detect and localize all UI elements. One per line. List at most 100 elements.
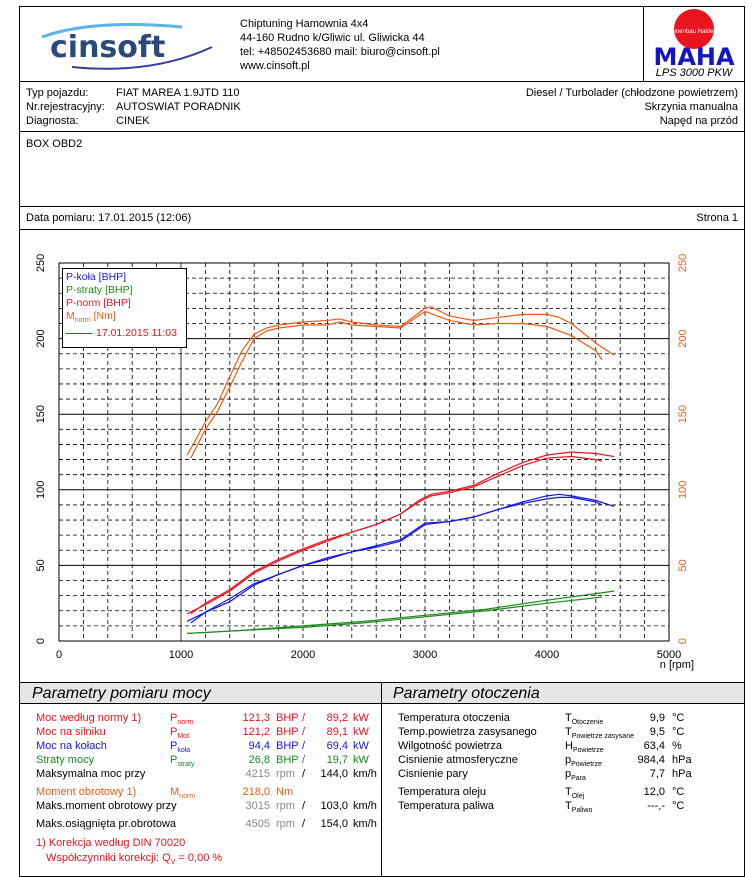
- y-tick-left: 0: [35, 638, 47, 644]
- ambient-value: 12,0: [643, 786, 665, 798]
- param-unit-2: km/h: [353, 818, 377, 830]
- ambient-label: Wilgotność powietrza: [398, 740, 502, 752]
- diag-label: Diagnosta:: [26, 115, 79, 127]
- ambient-value: 7,7: [649, 768, 665, 780]
- param-unit-2: kW: [353, 740, 369, 752]
- param-unit-2: kW: [353, 754, 369, 766]
- param-value-2: 19,7: [326, 754, 348, 766]
- gearbox: Skrzynia manualna: [644, 101, 738, 113]
- ambient-label: Cisnienie pary: [398, 768, 468, 780]
- ambient-unit: °C: [672, 800, 685, 812]
- ambient-label: Temperatura oleju: [398, 786, 487, 798]
- param-value-2: 154,0: [320, 818, 348, 830]
- param-label: Maks.moment obrotowy przy: [36, 800, 177, 812]
- series-line-mnorm: [190, 310, 603, 459]
- param-label: Moment obrotowy 1): [36, 786, 137, 798]
- param-value-2: 144,0: [320, 768, 348, 780]
- ambient-value: 9,5: [649, 726, 665, 738]
- ambient-symbol: TOlej: [565, 786, 585, 800]
- measurement-bar: Data pomiaru: 17.01.2015 (12:06) Strona …: [19, 206, 745, 230]
- notes: BOX OBD2: [19, 131, 745, 207]
- series-line-mnorm: [186, 306, 615, 456]
- engine-type: Diesel / Turbolader (chłodzone powietrze…: [525, 87, 738, 99]
- ambient-value: 984,4: [637, 754, 665, 766]
- vehicle-type: FIAT MAREA 1.9JTD 110: [116, 87, 240, 99]
- param-value-2: 69,4: [326, 740, 348, 752]
- ambient-value: 9,9: [649, 712, 665, 724]
- ambient-label: Temperatura paliwa: [398, 800, 494, 812]
- ambient-symbol: HPowietrze: [565, 740, 604, 754]
- chart-legend: P-koła [BHP] P-straty [BHP] P-norm [BHP]…: [62, 268, 187, 348]
- x-axis-label: n [rpm]: [660, 659, 694, 671]
- param-symbol: PMot: [170, 726, 190, 740]
- diagnostician: CINEK: [116, 115, 150, 127]
- param-label: Maksymalna moc przy: [36, 768, 146, 780]
- param-label: Maks.osiągnięta pr.obrotowa: [36, 818, 177, 830]
- param-label: Moc na silniku: [36, 726, 106, 738]
- param-unit-1: BHP: [276, 740, 299, 752]
- ambient-label: Cisnienie atmosferyczne: [398, 754, 518, 766]
- series-line-pstraty: [187, 590, 615, 635]
- legend-pnorm: P-norm [BHP]: [66, 297, 131, 309]
- param-value-1: 121,3: [242, 712, 270, 724]
- notes-text: BOX OBD2: [26, 138, 83, 150]
- legend-pstraty: P-straty [BHP]: [66, 284, 133, 296]
- param-sep: /: [302, 818, 306, 830]
- param-unit-2: kW: [353, 712, 369, 724]
- x-tick: 2000: [291, 649, 315, 661]
- ambient-unit: °C: [672, 786, 685, 798]
- legend-line-icon: [66, 332, 92, 334]
- y-tick-right: 100: [677, 481, 689, 499]
- param-value-1: 121,2: [242, 726, 270, 738]
- reg-label: Nr.rejestracyjny:: [26, 101, 105, 113]
- series-line-pstraty: [187, 596, 602, 635]
- ambient-symbol: TOtoczenie: [565, 712, 604, 726]
- ambient-symbol: pPowietrze: [565, 754, 602, 768]
- correction-note: 1) Korekcja według DIN 70020: [36, 837, 186, 849]
- param-unit-2: km/h: [353, 768, 377, 780]
- maha-emblem-icon: Maschinenbau Haldenwang MAHA: [653, 9, 735, 71]
- y-tick-left: 250: [35, 254, 47, 272]
- svg-text:Maschinenbau Haldenwang: Maschinenbau Haldenwang: [657, 29, 731, 35]
- company-info: Chiptuning Hamownia 4x4 44-160 Rudno k/G…: [240, 17, 440, 73]
- y-tick-right: 200: [677, 329, 689, 347]
- param-symbol: Pnorm: [170, 712, 194, 726]
- param-value-2: 89,2: [326, 712, 348, 724]
- param-label: Straty mocy: [36, 754, 95, 766]
- param-label: Moc według normy 1): [36, 712, 142, 724]
- y-tick-left: 100: [35, 481, 47, 499]
- legend-mnorm: Mnorm [Nm]: [66, 310, 116, 324]
- ambient-label: Temperatura otoczenia: [398, 712, 510, 724]
- ambient-unit: hPa: [672, 768, 692, 780]
- series-line-pnorm: [190, 451, 615, 615]
- ambient-unit: °C: [672, 712, 685, 724]
- company-contact: tel: +48502453680 mail: biuro@cinsoft.pl: [240, 46, 440, 58]
- cinsoft-logo: cinsoft: [41, 23, 213, 70]
- param-unit-1: BHP: [276, 712, 299, 724]
- vehicle-info: Typ pojazdu: FIAT MAREA 1.9JTD 110 Nr.rej…: [19, 81, 745, 132]
- param-unit-1: BHP: [276, 726, 299, 738]
- param-symbol: Pkoła: [170, 740, 191, 754]
- param-value-2: 89,1: [326, 726, 348, 738]
- company-website: www.cinsoft.pl: [240, 60, 310, 72]
- x-tick: 5000: [657, 649, 681, 661]
- param-sep: /: [302, 754, 306, 766]
- param-value-1: 26,8: [248, 754, 270, 766]
- ambient-label: Temp.powietrza zasysanego: [398, 726, 537, 738]
- param-unit-2: km/h: [353, 800, 377, 812]
- ambient-title: Parametry otoczenia: [381, 683, 744, 704]
- param-value-1: 218,0: [242, 786, 270, 798]
- vehicle-reg: AUTOSWIAT PORADNIK: [116, 101, 241, 113]
- param-sep: /: [302, 740, 306, 752]
- y-tick-left: 200: [35, 329, 47, 347]
- param-sep: /: [302, 800, 306, 812]
- y-tick-right: 150: [677, 405, 689, 423]
- series-line-pkola: [190, 493, 615, 624]
- ambient-unit: hPa: [672, 754, 692, 766]
- ambient-symbol: pPara: [565, 768, 586, 782]
- power-torque-chart: 0 0 50 50 100 100 150 150 200 200 250 250 0 1000 2000 3…: [35, 254, 694, 671]
- y-tick-right: 50: [677, 559, 689, 571]
- param-symbol: Pstraty: [170, 754, 195, 768]
- param-unit-1: rpm: [276, 800, 295, 812]
- param-value-1: 3015: [245, 800, 270, 812]
